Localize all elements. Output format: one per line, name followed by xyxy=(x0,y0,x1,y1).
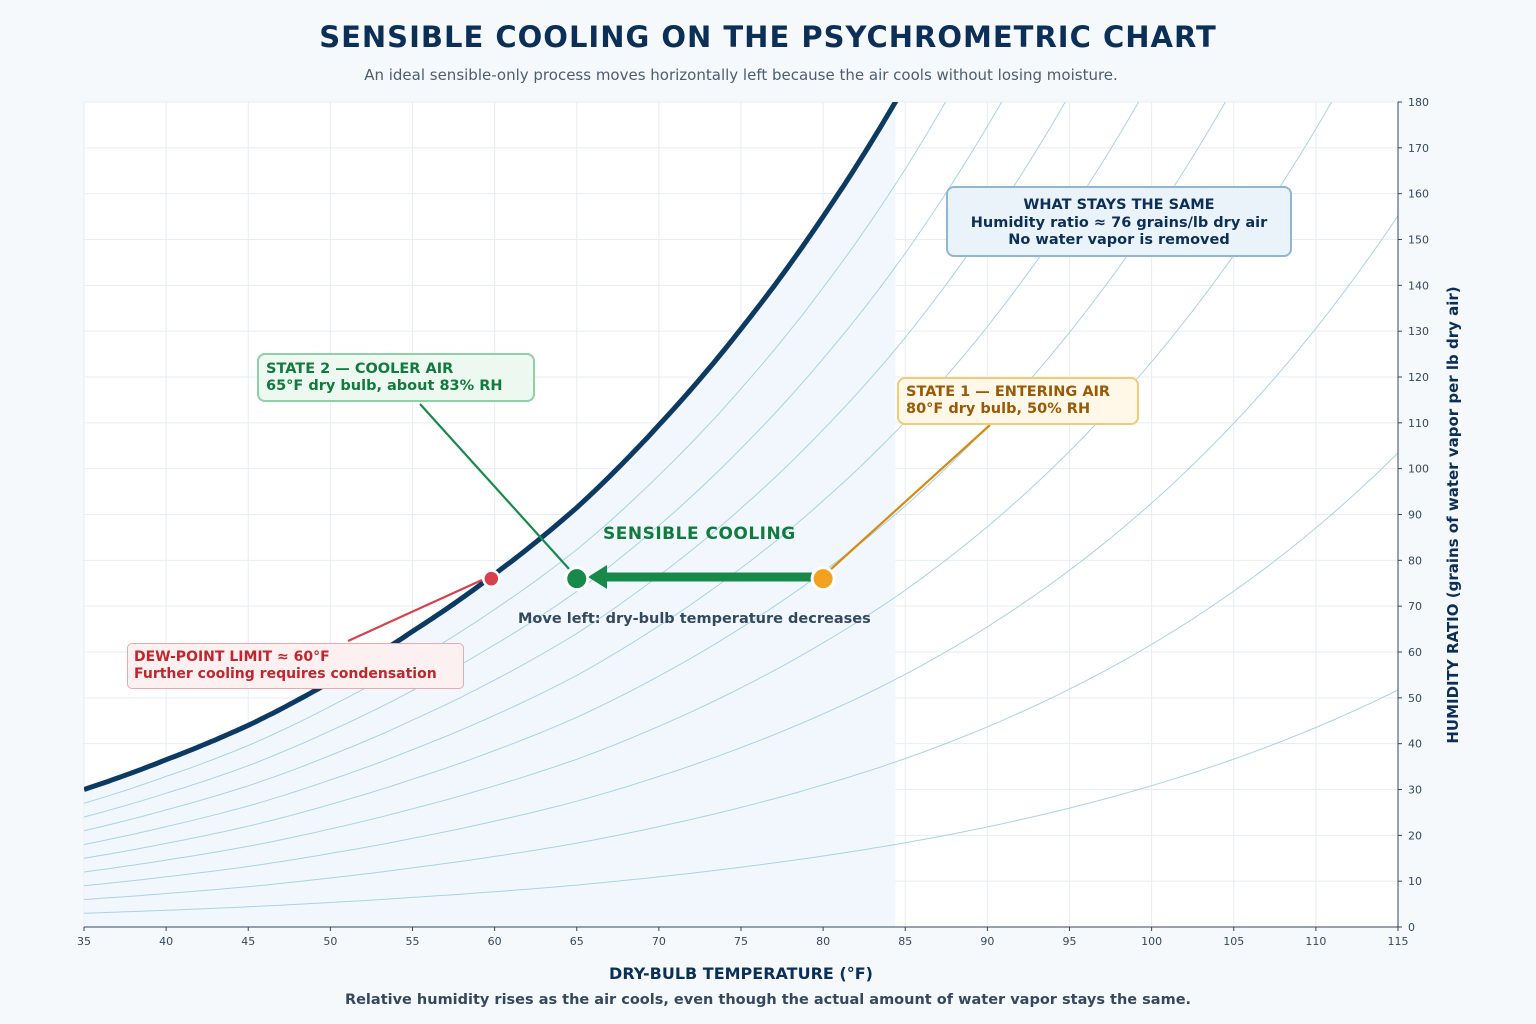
x-tick-label: 110 xyxy=(1305,935,1326,948)
y-tick-label: 140 xyxy=(1408,279,1429,292)
x-tick-label: 65 xyxy=(570,935,584,948)
x-axis-label: DRY-BULB TEMPERATURE (°F) xyxy=(609,964,873,983)
state2-line2: 65°F dry bulb, about 83% RH xyxy=(266,378,503,394)
chart-subtitle: An ideal sensible-only process moves hor… xyxy=(364,66,1118,84)
y-tick-label: 20 xyxy=(1408,829,1422,842)
process-arrow-head xyxy=(588,565,607,589)
y-tick-label: 80 xyxy=(1408,554,1422,567)
same-line1: WHAT STAYS THE SAME xyxy=(1023,197,1215,213)
x-tick-label: 75 xyxy=(734,935,748,948)
x-tick-label: 85 xyxy=(898,935,912,948)
state2-line1: STATE 2 — COOLER AIR xyxy=(266,361,454,377)
x-tick-labels: 35 40 45 50 55 60 65 70 75 80 85 90 95 100 105 110 115 xyxy=(77,935,1409,948)
rh-curve-20 xyxy=(84,452,1398,900)
axes xyxy=(83,101,1402,931)
y-tick-labels: 0 10 20 30 40 50 60 70 80 90 100 110 120 130 140 150 160… xyxy=(1408,96,1429,934)
rh-curve-80 xyxy=(84,102,1003,818)
x-tick-label: 100 xyxy=(1141,935,1162,948)
saturation-curve xyxy=(84,102,899,792)
footer-note: Relative humidity rises as the air cools… xyxy=(344,992,1192,1008)
x-tick-label: 90 xyxy=(980,935,994,948)
y-axis-label: HUMIDITY RATIO (grains of water vapor pe… xyxy=(1444,286,1462,744)
sensible-cooling-label: SENSIBLE COOLING xyxy=(603,524,796,544)
dew-leader xyxy=(347,578,483,643)
y-tick-label: 90 xyxy=(1408,509,1422,522)
y-tick-label: 160 xyxy=(1408,188,1429,201)
state1-line1: STATE 1 — ENTERING AIR xyxy=(906,384,1111,400)
same-annotation: WHAT STAYS THE SAME Humidity ratio ≈ 76 … xyxy=(946,186,1292,257)
y-tick-label: 100 xyxy=(1408,463,1429,476)
dew-line1: DEW-POINT LIMIT ≈ 60°F xyxy=(134,649,330,665)
state2-annotation: STATE 2 — COOLER AIR 65°F dry bulb, abou… xyxy=(257,353,535,402)
move-left-label: Move left: dry-bulb temperature decrease… xyxy=(518,611,871,627)
y-tick-label: 110 xyxy=(1408,417,1429,430)
x-tick-label: 35 xyxy=(77,935,91,948)
state1-annotation: STATE 1 — ENTERING AIR 80°F dry bulb, 50… xyxy=(897,377,1139,425)
x-tick-label: 105 xyxy=(1223,935,1244,948)
y-tick-label: 150 xyxy=(1408,234,1429,247)
x-tick-label: 70 xyxy=(652,935,666,948)
rh-curve-60 xyxy=(84,102,1140,845)
dew-point-marker xyxy=(482,569,501,588)
state1-leader xyxy=(829,424,991,571)
x-tick-label: 40 xyxy=(159,935,173,948)
x-tick-label: 60 xyxy=(488,935,502,948)
chart-title: SENSIBLE COOLING ON THE PSYCHROMETRIC CH… xyxy=(319,20,1217,54)
y-tick-label: 70 xyxy=(1408,600,1422,613)
y-tick-label: 10 xyxy=(1408,875,1422,888)
y-tick-label: 120 xyxy=(1408,371,1429,384)
rh-curve-90 xyxy=(84,102,947,804)
same-line2: Humidity ratio ≈ 76 grains/lb dry air xyxy=(970,214,1268,231)
state1-line2: 80°F dry bulb, 50% RH xyxy=(906,401,1091,417)
state2-marker xyxy=(564,566,590,592)
state2-leader xyxy=(419,403,571,571)
rh-curve-30 xyxy=(84,215,1398,887)
y-tick-label: 0 xyxy=(1408,921,1415,934)
saturation-region xyxy=(84,102,896,927)
rh-curves xyxy=(84,102,1398,914)
dew-line2: Further cooling requires condensation xyxy=(134,665,437,682)
y-tick-label: 180 xyxy=(1408,96,1429,109)
y-tick-label: 50 xyxy=(1408,692,1422,705)
dew-annotation: DEW-POINT LIMIT ≈ 60°F Further cooling r… xyxy=(127,643,464,689)
rh-curve-40 xyxy=(84,102,1333,873)
rh-curve-70 xyxy=(84,102,1066,832)
state1-marker xyxy=(810,566,836,592)
x-tick-label: 80 xyxy=(816,935,830,948)
y-tick-label: 30 xyxy=(1408,784,1422,797)
rh-curve-50 xyxy=(84,102,1226,859)
x-tick-label: 55 xyxy=(406,935,420,948)
x-tick-label: 95 xyxy=(1063,935,1077,948)
x-tick-label: 45 xyxy=(241,935,255,948)
x-tick-label: 115 xyxy=(1388,935,1409,948)
y-tick-label: 170 xyxy=(1408,142,1429,155)
y-tick-label: 40 xyxy=(1408,738,1422,751)
y-tick-label: 130 xyxy=(1408,325,1429,338)
rh-curve-10 xyxy=(84,689,1398,914)
y-tick-label: 60 xyxy=(1408,646,1422,659)
same-line3: No water vapor is removed xyxy=(1008,232,1230,248)
x-tick-label: 50 xyxy=(323,935,337,948)
